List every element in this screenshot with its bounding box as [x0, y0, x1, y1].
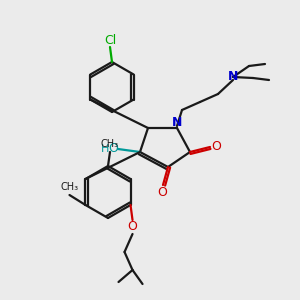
Text: N: N	[228, 70, 238, 83]
Text: Cl: Cl	[104, 34, 116, 46]
Text: H: H	[101, 144, 109, 154]
Text: CH₃: CH₃	[61, 182, 79, 192]
Text: CH₃: CH₃	[101, 139, 119, 149]
Text: N: N	[172, 116, 182, 130]
Text: O: O	[108, 142, 118, 155]
Text: O: O	[157, 185, 167, 199]
Text: O: O	[211, 140, 221, 154]
Text: O: O	[128, 220, 137, 233]
